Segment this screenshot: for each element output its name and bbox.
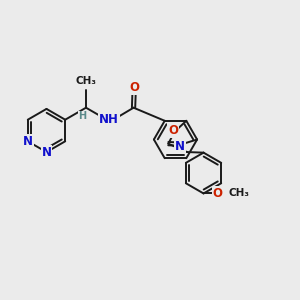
- Text: N: N: [41, 146, 52, 159]
- Text: N: N: [175, 140, 185, 153]
- Text: CH₃: CH₃: [76, 76, 97, 86]
- Text: N: N: [23, 135, 33, 148]
- Text: CH₃: CH₃: [228, 188, 249, 198]
- Text: NH: NH: [99, 113, 119, 126]
- Text: O: O: [129, 81, 139, 94]
- Text: O: O: [168, 124, 178, 137]
- Text: H: H: [78, 111, 86, 121]
- Text: O: O: [213, 187, 223, 200]
